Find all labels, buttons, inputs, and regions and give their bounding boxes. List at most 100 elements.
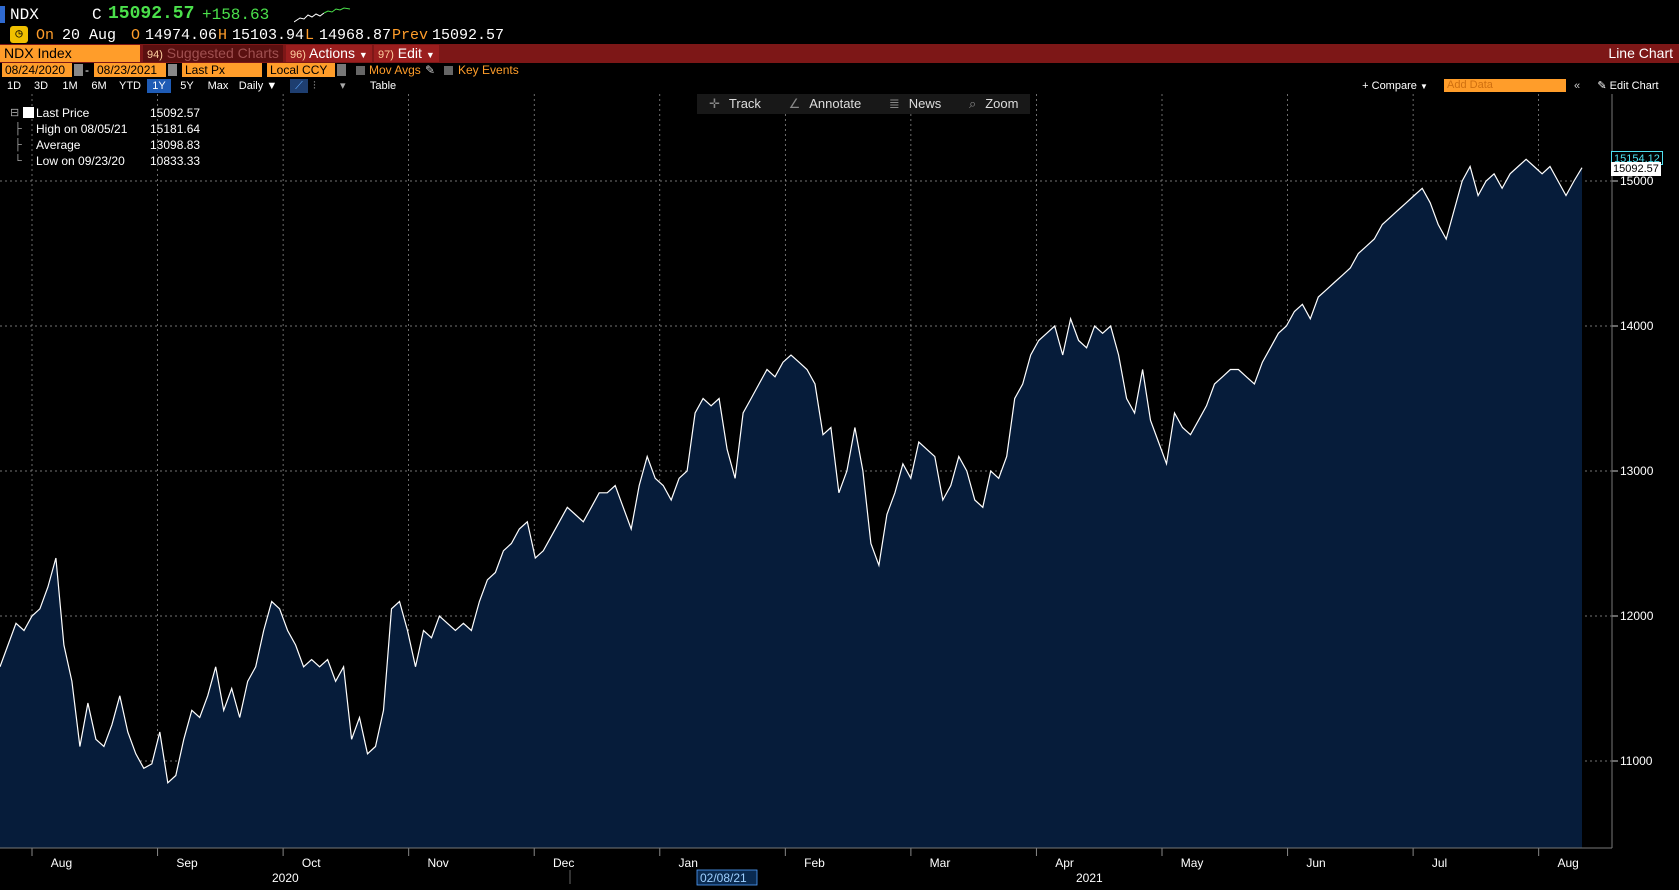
edit-chart-button[interactable]: ✎ Edit Chart (1597, 80, 1659, 92)
annotate-tool[interactable]: ∠ Annotate (777, 94, 874, 114)
range-ytd[interactable]: YTD (119, 80, 141, 92)
price-line (0, 158, 1583, 784)
y-axis: 11000 12000 13000 14000 15000 (1611, 94, 1654, 848)
last-price-tag: 15092.57 (1611, 162, 1661, 176)
quote-header: NDX C 15092.57 +158.63 (0, 4, 1679, 26)
compare-button[interactable]: + Compare ▼ (1362, 80, 1428, 92)
clock-icon: ◷ (10, 26, 28, 43)
calendar-icon[interactable] (168, 64, 177, 76)
line-chart-icon[interactable]: ⟋ (290, 79, 308, 93)
month-label: Jul (1432, 856, 1447, 870)
on-label: On (36, 27, 55, 44)
zoom-tool[interactable]: ⌕ Zoom (957, 94, 1031, 114)
high-label: H (218, 27, 228, 44)
y-tick-label: 12000 (1620, 609, 1654, 623)
low-marker-icon: └ (14, 155, 22, 167)
chevron-down-icon: ▼ (358, 50, 368, 60)
chevron-down-icon: ▼ (425, 50, 435, 60)
mov-avgs-label: Mov Avgs (369, 63, 421, 77)
last-price: 15092.57 (108, 4, 195, 24)
legend-item: ├ Average 13098.83 (14, 138, 201, 152)
chevron-down-icon: ▼ (266, 80, 278, 92)
legend-item: ├ High on 08/05/21 15181.64 (14, 122, 201, 136)
net-change: +158.63 (202, 6, 270, 24)
year-label: 2021 (1076, 871, 1103, 885)
month-label: Sep (176, 856, 198, 870)
month-label: Jun (1306, 856, 1325, 870)
range-row: 1D 3D 1M 6M YTD 1Y 5Y Max Daily ▼ ⟋ ⫶ ▾ … (0, 78, 1679, 94)
frequency-select[interactable]: Daily ▼ (238, 80, 278, 92)
legend-item[interactable]: ⊟ Last Price 15092.57 (10, 106, 201, 120)
chevron-down-icon: ▼ (1419, 82, 1428, 91)
range-6m[interactable]: 6M (91, 80, 107, 92)
close-label: C (92, 6, 102, 24)
mov-avgs-checkbox[interactable] (356, 66, 365, 75)
month-label: Oct (302, 856, 321, 870)
security-field[interactable]: NDX Index (0, 45, 140, 62)
dropdown-icon[interactable] (337, 64, 346, 76)
range-1d[interactable]: 1D (6, 80, 22, 92)
x-axis: Aug Sep Oct Nov Dec Jan Feb Mar Apr May Jun Jul Aug 2… (0, 847, 1612, 886)
low-label: L (305, 27, 315, 44)
price-area (0, 159, 1582, 849)
month-label: Dec (553, 856, 574, 870)
collapse-icon[interactable]: ⊟ (10, 107, 20, 119)
crosshair-icon: ✛ (709, 96, 720, 111)
news-icon: ≣ (888, 96, 900, 111)
ticker-symbol[interactable]: NDX (10, 6, 39, 24)
low-value: 14968.87 (319, 27, 392, 44)
pencil-icon: ∠ (788, 96, 801, 111)
track-tool[interactable]: ✛ Track (697, 94, 773, 114)
chevron-down-icon[interactable]: ▾ (340, 80, 346, 92)
month-label: Aug (1557, 856, 1578, 870)
price-chart[interactable]: 11000 12000 13000 14000 15000 Aug Sep Oct Nov De… (0, 94, 1679, 890)
chart-legend: ⊟ Last Price 15092.57 ├ High on 08/05/21… (10, 105, 210, 169)
table-button[interactable]: Table (369, 80, 397, 92)
price-field-select[interactable]: Last Px (182, 63, 262, 77)
chart-type-title: Line Chart (1608, 45, 1673, 61)
key-events-checkbox[interactable] (444, 66, 453, 75)
range-1y[interactable]: 1Y (147, 79, 171, 93)
month-label: Apr (1055, 856, 1074, 870)
key-events-label: Key Events (458, 63, 519, 77)
range-max[interactable]: Max (207, 80, 229, 92)
edit-button[interactable]: 97) Edit ▼ (374, 45, 439, 62)
open-value: 14974.06 (145, 27, 218, 44)
y-tick-label: 13000 (1620, 464, 1654, 478)
cursor-date-box (696, 869, 758, 886)
function-toolbar: NDX Index 94) Suggested Charts 96) Actio… (0, 44, 1679, 63)
news-tool[interactable]: ≣ News (877, 94, 953, 114)
month-label: Aug (51, 856, 72, 870)
legend-item: └ Low on 09/23/20 10833.33 (14, 154, 201, 168)
collapse-icon[interactable]: « (1573, 80, 1581, 92)
prev-label: Prev (392, 27, 429, 44)
bar-chart-icon[interactable]: ⫶ (313, 80, 316, 92)
chart-tools: ✛ Track ∠ Annotate ≣ News ⌕ Zoom (697, 94, 1031, 114)
add-data-input[interactable]: Add Data (1444, 79, 1566, 92)
month-label: Mar (930, 856, 951, 870)
series-swatch (23, 107, 34, 118)
prev-value: 15092.57 (432, 27, 505, 44)
month-label: May (1181, 856, 1204, 870)
magnifier-icon: ⌕ (968, 96, 977, 111)
pencil-icon[interactable]: ✎ (425, 63, 436, 77)
pencil-icon: ✎ (1597, 80, 1607, 92)
range-1m[interactable]: 1M (62, 80, 78, 92)
end-date-field[interactable]: 08/23/2021 (94, 63, 166, 77)
high-value: 15103.94 (232, 27, 305, 44)
actions-button[interactable]: 96) Actions ▼ (286, 45, 372, 62)
quote-date: 20 Aug (62, 27, 117, 44)
average-marker-icon: ├ (14, 139, 22, 151)
high-marker-icon: ├ (14, 123, 22, 135)
year-label: 2020 (272, 871, 299, 885)
range-3d[interactable]: 3D (33, 80, 49, 92)
security-marker (0, 6, 5, 23)
suggested-charts-button[interactable]: 94) Suggested Charts (143, 45, 283, 62)
calendar-icon[interactable] (74, 64, 83, 76)
range-5y[interactable]: 5Y (180, 80, 194, 92)
start-date-field[interactable]: 08/24/2020 (2, 63, 72, 77)
y-tick-label: 14000 (1620, 319, 1654, 333)
cursor-date-label: 02/08/21 (700, 871, 747, 885)
currency-select[interactable]: Local CCY (267, 63, 335, 77)
month-label: Feb (804, 856, 825, 870)
